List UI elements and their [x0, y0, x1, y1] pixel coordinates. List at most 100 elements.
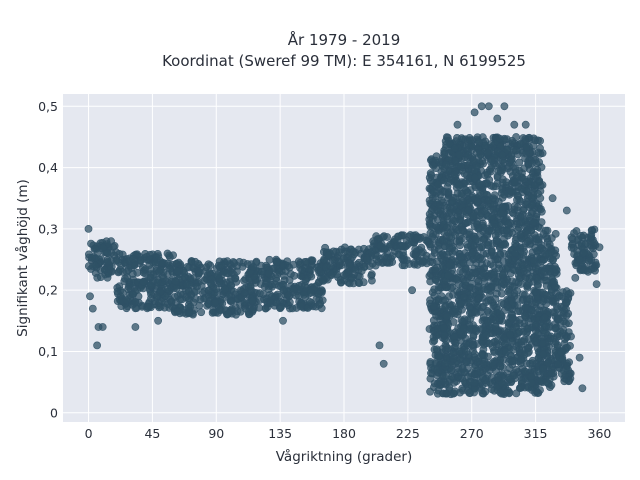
scatter-point [482, 330, 491, 339]
scatter-point [503, 145, 512, 154]
scatter-point [182, 280, 191, 289]
scatter-point-outlier [521, 120, 530, 129]
scatter-point [146, 281, 155, 290]
scatter-point [185, 308, 194, 317]
scatter-point [171, 276, 180, 285]
scatter-point [504, 303, 512, 312]
scatter-point [93, 273, 102, 282]
scatter-point [141, 249, 150, 258]
scatter-point [230, 259, 239, 267]
scatter-point [511, 146, 520, 155]
scatter-point [463, 372, 472, 381]
scatter-point [544, 243, 553, 252]
scatter-point [369, 237, 378, 246]
scatter-point [473, 301, 482, 310]
scatter-point [174, 258, 183, 267]
scatter-point [349, 247, 358, 256]
scatter-point [163, 259, 172, 268]
scatter-point [339, 254, 348, 263]
scatter-point [450, 144, 459, 152]
scatter-point [155, 303, 163, 312]
scatter-point [500, 249, 508, 258]
scatter-point [382, 258, 391, 267]
scatter-point [264, 285, 273, 294]
scatter-point [501, 348, 510, 356]
scatter-point [506, 330, 514, 339]
x-tick-label: 135 [268, 426, 292, 441]
scatter-point [477, 243, 486, 252]
scatter-point [539, 267, 548, 276]
scatter-point [572, 227, 581, 235]
scatter-point [155, 267, 163, 276]
scatter-point-outlier [493, 114, 502, 123]
scatter-point [507, 187, 516, 196]
scatter-point [472, 148, 481, 157]
scatter-point [455, 150, 464, 159]
scatter-point [445, 292, 453, 301]
scatter-point [439, 323, 448, 332]
scatter-point [488, 359, 497, 368]
scatter-point [478, 157, 487, 166]
scatter-point [240, 289, 249, 297]
scatter-point [185, 287, 193, 296]
scatter-point [455, 181, 463, 190]
scatter-point [472, 235, 481, 244]
scatter-point [505, 285, 513, 294]
scatter-point [489, 308, 497, 317]
scatter-point [307, 288, 315, 297]
scatter-point [286, 270, 295, 278]
scatter-point [479, 268, 487, 277]
scatter-point [484, 352, 492, 361]
scatter-point [464, 151, 473, 159]
scatter-point [318, 275, 327, 284]
scatter-point [265, 255, 274, 264]
scatter-point [578, 233, 587, 242]
y-tick-label: 0,2 [38, 283, 58, 298]
scatter-point [521, 367, 530, 376]
scatter-point [476, 188, 484, 197]
scatter-point [508, 136, 516, 145]
scatter-point [256, 280, 265, 288]
scatter-point [474, 282, 483, 291]
scatter-point [498, 270, 507, 279]
scatter-point [301, 277, 310, 286]
scatter-point [547, 287, 556, 296]
scatter-point [144, 303, 153, 311]
scatter-point [498, 203, 507, 212]
scatter-point-outlier [86, 292, 94, 301]
scatter-point [538, 288, 547, 297]
scatter-point [227, 281, 236, 290]
scatter-point [439, 372, 448, 380]
scatter-point [533, 165, 542, 174]
scatter-point [379, 233, 387, 241]
scatter-point [468, 341, 477, 349]
scatter-point [442, 336, 451, 345]
scatter-point [554, 360, 562, 368]
scatter-point [590, 238, 598, 247]
scatter-point [367, 276, 376, 285]
scatter-point [528, 200, 536, 209]
scatter-point [470, 166, 479, 175]
scatter-point [428, 288, 437, 297]
scatter-point [484, 296, 493, 305]
scatter-point [136, 256, 145, 265]
scatter-point-outlier [584, 267, 592, 276]
scatter-point [113, 287, 122, 296]
scatter-point [451, 305, 460, 313]
scatter-point [473, 197, 482, 206]
scatter-point [257, 261, 266, 270]
scatter-point [483, 170, 492, 179]
scatter-point [515, 319, 524, 328]
scatter-point [462, 358, 471, 367]
scatter-point [498, 166, 507, 174]
scatter-point-outlier [571, 273, 580, 282]
scatter-point [587, 255, 596, 264]
scatter-point-outlier [575, 353, 584, 362]
scatter-point [316, 299, 325, 308]
scatter-point [518, 260, 527, 269]
scatter-point-outlier [562, 206, 571, 215]
scatter-point [141, 265, 150, 274]
scatter-point [475, 138, 483, 147]
scatter-point [359, 244, 368, 253]
x-axis-label: Vågriktning (grader) [276, 448, 413, 465]
